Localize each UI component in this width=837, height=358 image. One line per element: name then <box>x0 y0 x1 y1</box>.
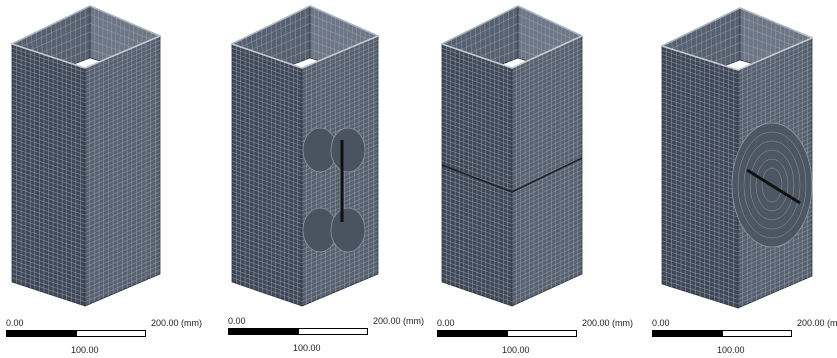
scale-end-label: 200.00 (mr <box>797 318 837 328</box>
mesh-panel-4: 0.00 200.00 (mr 100.00 <box>640 0 837 354</box>
mesh-panel-3: 0.00 200.00 (mm) 100.00 <box>430 0 640 354</box>
scale-start-label: 0.00 <box>437 318 455 328</box>
scale-bar-black-segment <box>437 330 507 337</box>
scale-bar-white-segment <box>76 330 146 337</box>
mesh-panel-2: 0.00 200.00 (mm) 100.00 <box>220 0 430 354</box>
scale-start-label: 0.00 <box>6 318 24 328</box>
scale-bar-black-segment <box>6 330 76 337</box>
scale-bar-white-segment <box>298 328 368 335</box>
mesh-model-1 <box>0 0 210 354</box>
scale-start-label: 0.00 <box>228 316 246 326</box>
mesh-model-4 <box>640 0 837 354</box>
scale-bar-black-segment <box>228 328 298 335</box>
scale-end-label: 200.00 (mm) <box>373 316 424 326</box>
scale-bar-1: 0.00 200.00 (mm) 100.00 <box>6 318 226 358</box>
scale-start-label: 0.00 <box>652 318 670 328</box>
scale-end-label: 200.00 (mm) <box>151 318 202 328</box>
scale-bar-black-segment <box>652 330 722 337</box>
mesh-model-2 <box>220 0 430 354</box>
scale-bar-2: 0.00 200.00 (mm) 100.00 <box>228 316 448 356</box>
mesh-panel-1: 0.00 200.00 (mm) 100.00 <box>0 0 210 354</box>
mesh-model-3 <box>430 0 640 354</box>
scale-bar-white-segment <box>507 330 577 337</box>
scale-mid-label: 100.00 <box>293 343 321 353</box>
scale-bar-3: 0.00 200.00 (mm) 100.00 <box>437 318 657 358</box>
scale-end-label: 200.00 (mm) <box>582 318 633 328</box>
scale-bar-4: 0.00 200.00 (mr 100.00 <box>652 318 837 358</box>
scale-bar-white-segment <box>722 330 792 337</box>
